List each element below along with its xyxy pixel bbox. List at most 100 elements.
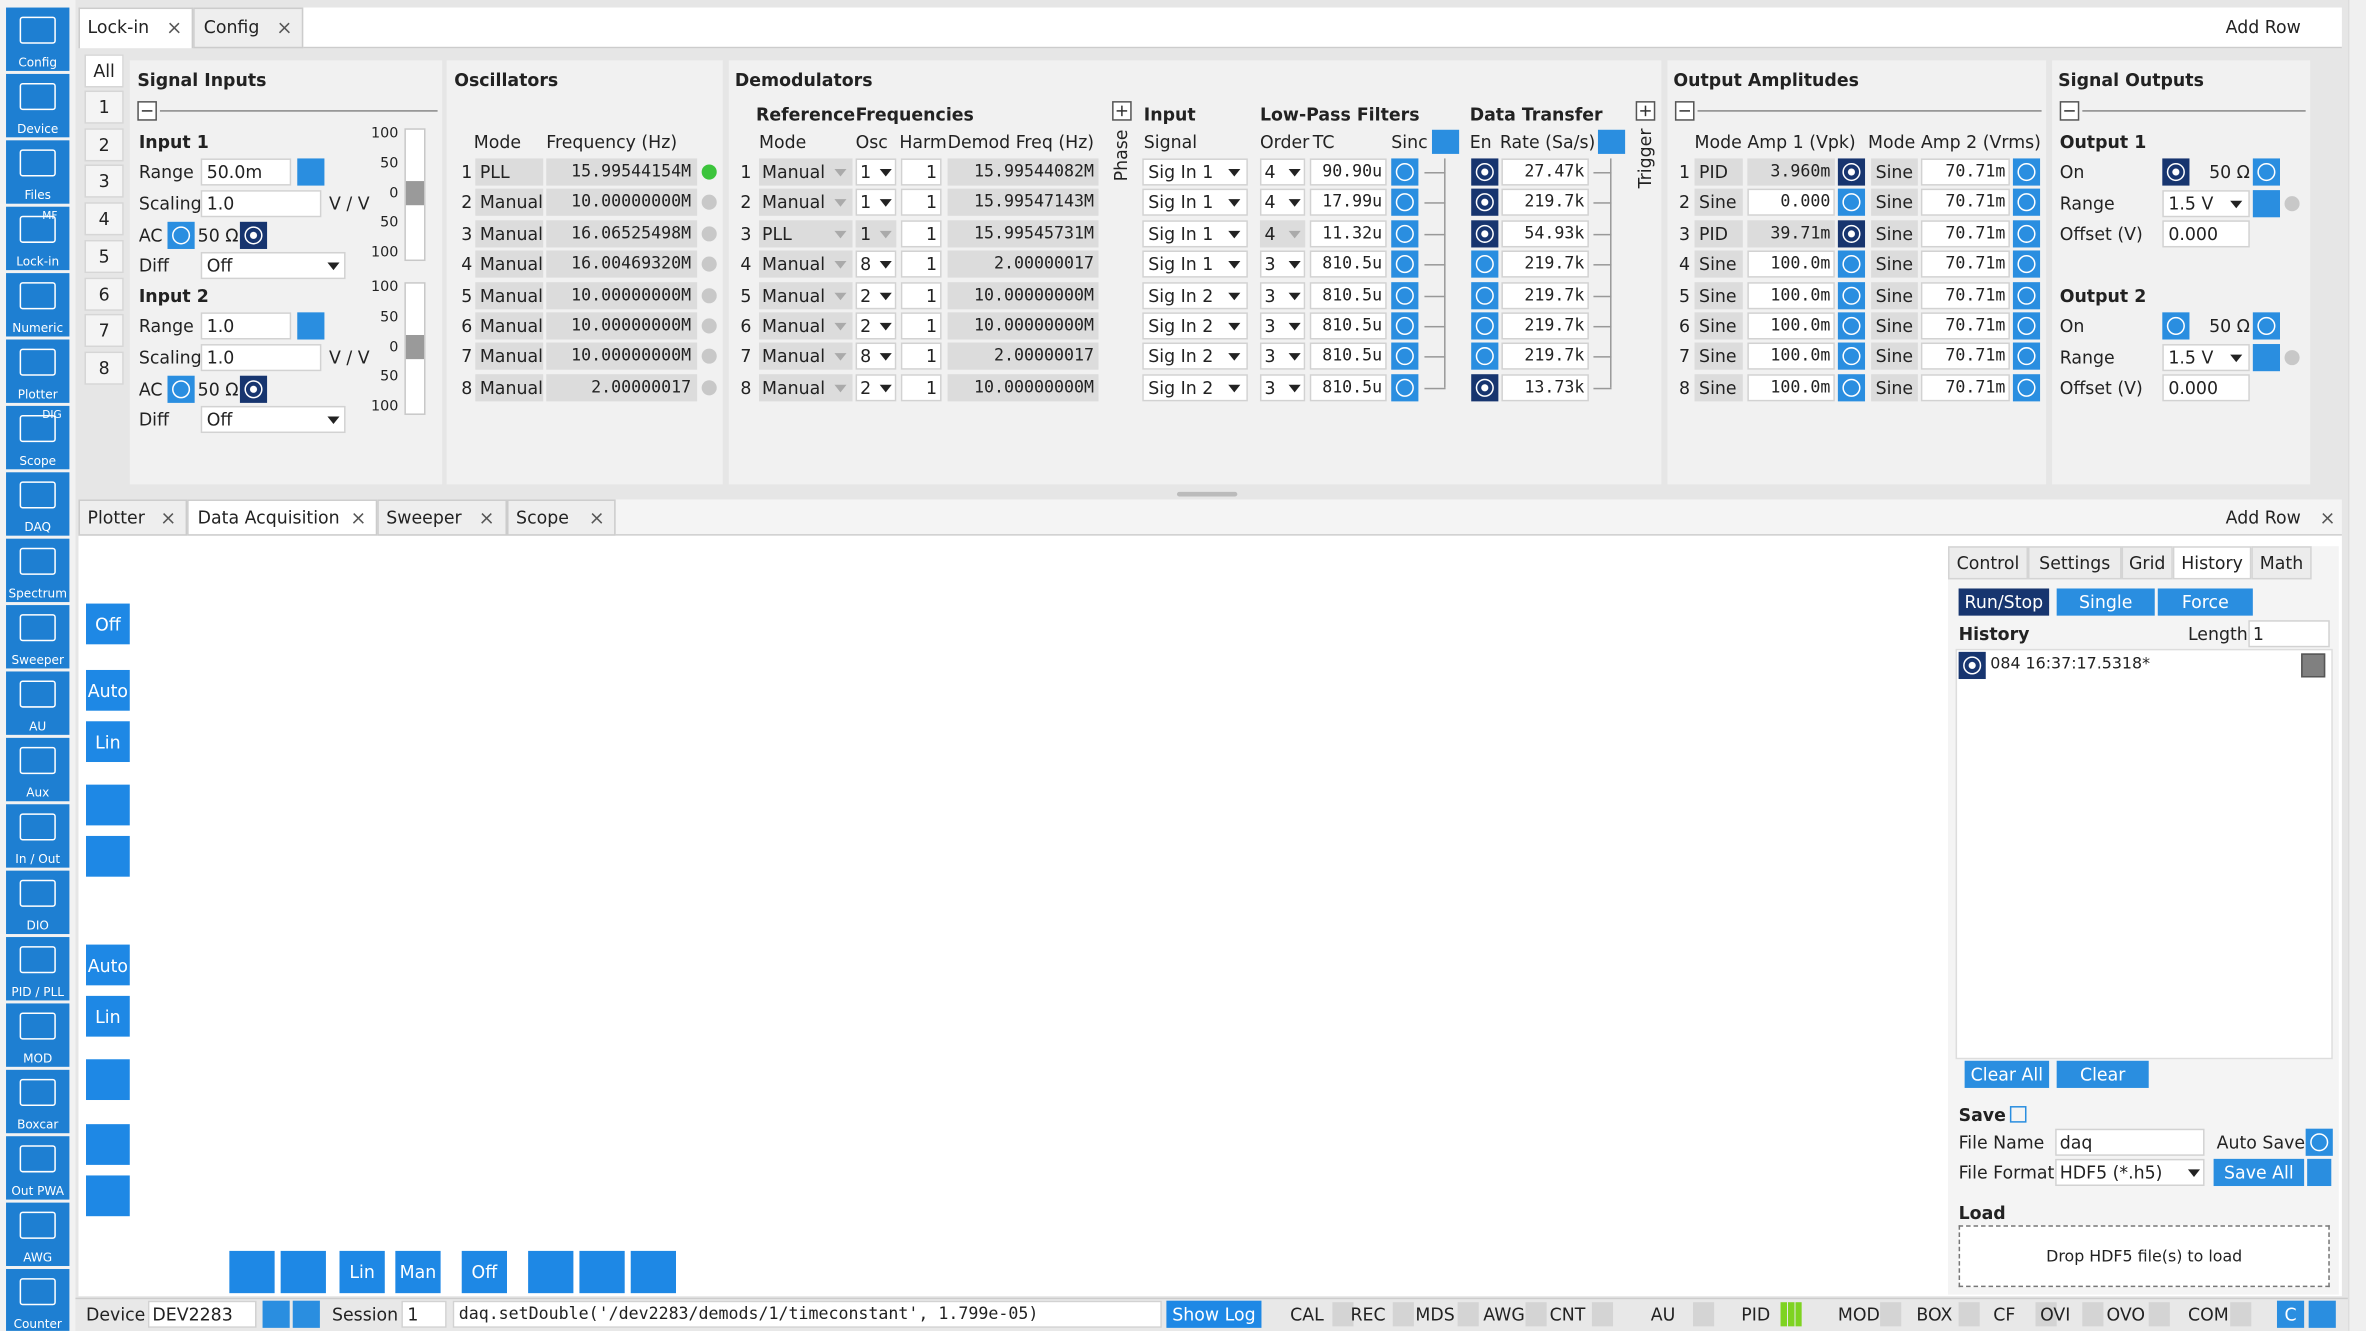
plot-button[interactable] <box>86 835 130 877</box>
toggle[interactable] <box>2162 158 2190 186</box>
input-field[interactable] <box>475 312 544 340</box>
plot-button[interactable] <box>86 784 130 826</box>
input-field[interactable] <box>947 219 1099 248</box>
input-field[interactable] <box>1309 281 1387 309</box>
plot-button[interactable] <box>86 603 130 645</box>
input-field[interactable] <box>475 343 544 371</box>
button-label[interactable]: C <box>2284 1303 2297 1325</box>
c-button[interactable] <box>2276 1300 2305 1328</box>
toggle[interactable] <box>1391 281 1419 309</box>
row-tab[interactable] <box>84 314 124 348</box>
input-field[interactable] <box>900 312 942 340</box>
row-tab-label[interactable]: 3 <box>98 171 110 193</box>
input-field[interactable] <box>401 1300 447 1328</box>
input-field[interactable] <box>1501 281 1589 309</box>
input-field[interactable] <box>475 281 544 309</box>
tool-button[interactable] <box>6 804 70 868</box>
input-field[interactable] <box>1501 373 1589 402</box>
input-field[interactable] <box>1920 343 2010 371</box>
toggle[interactable] <box>1471 281 1499 309</box>
toggle[interactable] <box>1391 373 1419 402</box>
row-tab[interactable] <box>84 54 124 88</box>
input-field[interactable] <box>2055 1158 2205 1187</box>
input-field[interactable] <box>1694 281 1743 309</box>
plot-button[interactable] <box>86 1124 130 1165</box>
row-tab-label[interactable]: 4 <box>98 208 110 230</box>
toggle[interactable] <box>239 221 268 249</box>
input-field[interactable] <box>900 189 942 217</box>
plot-button[interactable] <box>86 721 130 763</box>
input-field[interactable] <box>200 405 346 434</box>
input-field[interactable] <box>947 158 1099 186</box>
tab[interactable] <box>2172 546 2252 580</box>
toggle[interactable] <box>2252 158 2280 186</box>
input-field[interactable] <box>1309 250 1387 278</box>
input-field[interactable] <box>1694 250 1743 278</box>
control-button[interactable] <box>2213 1158 2305 1187</box>
plot-button-label[interactable]: Lin <box>95 1005 121 1027</box>
range-button[interactable] <box>2252 344 2280 372</box>
input-field[interactable] <box>200 158 292 186</box>
plot-button-label[interactable]: Off <box>95 613 121 635</box>
row-tab[interactable] <box>84 276 124 311</box>
tool-button[interactable] <box>6 472 70 536</box>
input-field[interactable] <box>1920 281 2010 309</box>
input-field[interactable] <box>2162 220 2250 248</box>
tool-button[interactable] <box>6 405 70 470</box>
tab[interactable] <box>2028 546 2122 580</box>
plot-button[interactable] <box>528 1250 574 1294</box>
input-field[interactable] <box>1871 189 1918 217</box>
tab-label[interactable]: Grid <box>2128 552 2166 574</box>
input-field[interactable] <box>1871 312 1918 340</box>
add-row[interactable]: Add Row <box>2225 507 2301 529</box>
tab-label[interactable]: Math <box>2259 552 2304 574</box>
input-field[interactable] <box>1920 250 2010 278</box>
input-field[interactable] <box>452 1300 1162 1328</box>
input-field[interactable] <box>475 373 544 402</box>
toggle[interactable] <box>1471 312 1499 340</box>
toggle[interactable] <box>1837 219 1866 248</box>
input-field[interactable] <box>200 251 346 280</box>
input-field[interactable] <box>1871 343 1918 371</box>
status-icon[interactable] <box>262 1300 290 1328</box>
input-field[interactable] <box>1920 189 2010 217</box>
input-field[interactable] <box>900 219 942 248</box>
range-button[interactable] <box>2252 190 2280 218</box>
tool-button[interactable] <box>6 7 70 71</box>
show-log-button[interactable] <box>1166 1300 1262 1328</box>
plot-button-label[interactable]: Auto <box>87 679 129 701</box>
tool-button[interactable] <box>6 870 70 935</box>
button-label[interactable]: Single <box>2079 591 2133 613</box>
input-field[interactable] <box>1920 373 2010 402</box>
input-field[interactable] <box>200 190 322 218</box>
row-tab-label[interactable]: 5 <box>98 245 110 267</box>
row-tab[interactable] <box>84 202 124 236</box>
tool-button[interactable] <box>6 206 70 271</box>
row-tab-label[interactable]: 1 <box>98 96 110 118</box>
input-field[interactable] <box>1694 158 1743 186</box>
row-tab-label[interactable]: 6 <box>98 282 110 305</box>
input-field[interactable] <box>947 312 1099 340</box>
control-button[interactable] <box>1958 588 2050 616</box>
input-field[interactable] <box>546 373 698 402</box>
input-field[interactable] <box>947 343 1099 371</box>
plot-button[interactable] <box>86 669 130 711</box>
input-field[interactable] <box>947 189 1099 217</box>
plot-button[interactable] <box>630 1250 677 1294</box>
input-field[interactable] <box>947 281 1099 309</box>
tool-button[interactable] <box>6 1269 70 1331</box>
input-field[interactable] <box>1501 158 1589 186</box>
toggle[interactable] <box>2012 312 2041 340</box>
button-label[interactable]: Clear All <box>1970 1063 2044 1085</box>
input-field[interactable] <box>1309 373 1387 402</box>
input-field[interactable] <box>147 1300 257 1328</box>
input-field[interactable] <box>475 250 544 278</box>
range-button[interactable] <box>297 312 325 340</box>
button-label[interactable]: Save All <box>2224 1161 2294 1184</box>
control-button[interactable] <box>2157 588 2253 616</box>
input-field[interactable] <box>1747 281 1835 309</box>
input-field[interactable] <box>2248 620 2330 648</box>
input-field[interactable] <box>546 343 698 371</box>
input-field[interactable] <box>947 373 1099 402</box>
plot-button[interactable] <box>86 1175 130 1217</box>
